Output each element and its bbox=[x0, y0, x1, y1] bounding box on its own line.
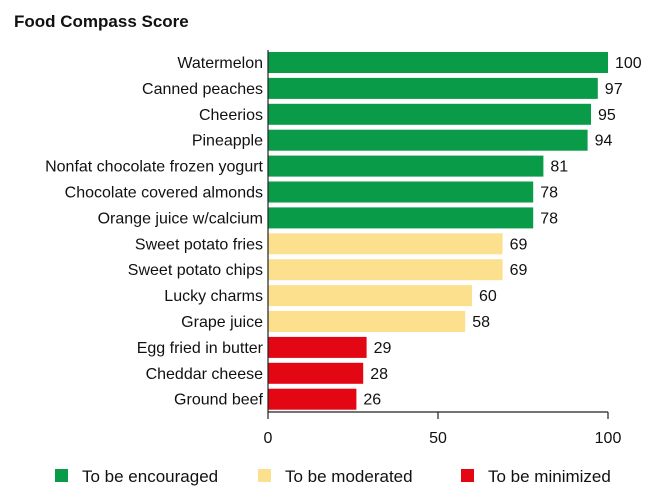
bars-layer: Watermelon 100 Canned peaches 97 Cheerios 95 P… bbox=[45, 52, 642, 410]
bar bbox=[268, 77, 598, 99]
x-ticks-layer: 0 50 100 bbox=[264, 412, 622, 447]
legend-label-encouraged: To be encouraged bbox=[82, 467, 218, 486]
bar bbox=[268, 129, 588, 151]
bar bbox=[268, 103, 591, 125]
category-label: Chocolate covered almonds bbox=[65, 185, 263, 202]
value-label: 97 bbox=[605, 81, 623, 98]
bar bbox=[268, 311, 466, 332]
category-label: Grape juice bbox=[181, 314, 263, 331]
bar bbox=[268, 233, 503, 255]
bar bbox=[268, 207, 534, 229]
category-label: Lucky charms bbox=[164, 288, 263, 305]
bar bbox=[268, 336, 367, 358]
value-label: 69 bbox=[510, 262, 528, 279]
category-label: Watermelon bbox=[177, 55, 263, 72]
bar bbox=[268, 362, 364, 384]
category-label: Orange juice w/calcium bbox=[98, 210, 263, 227]
legend-swatch-encouraged bbox=[55, 469, 68, 482]
bar bbox=[268, 155, 544, 177]
value-label: 58 bbox=[472, 314, 490, 331]
x-tick-label: 100 bbox=[595, 430, 622, 447]
bar bbox=[268, 259, 503, 281]
value-label: 81 bbox=[550, 159, 568, 176]
category-label: Sweet potato chips bbox=[128, 262, 263, 279]
bar bbox=[268, 388, 357, 410]
category-label: Canned peaches bbox=[142, 81, 263, 98]
value-label: 60 bbox=[479, 288, 497, 305]
value-label: 26 bbox=[363, 392, 381, 409]
x-tick-label: 50 bbox=[429, 430, 447, 447]
category-label: Nonfat chocolate frozen yogurt bbox=[45, 159, 263, 176]
value-label: 94 bbox=[595, 133, 613, 150]
value-label: 78 bbox=[540, 185, 558, 202]
category-label: Ground beef bbox=[174, 392, 264, 409]
value-label: 95 bbox=[598, 107, 616, 124]
value-label: 78 bbox=[540, 210, 558, 227]
category-label: Pineapple bbox=[192, 133, 263, 150]
legend: To be encouraged To be moderated To be min… bbox=[55, 467, 611, 486]
legend-swatch-minimized bbox=[461, 469, 474, 482]
chart-title: Food Compass Score bbox=[14, 12, 189, 31]
x-tick-label: 0 bbox=[264, 430, 273, 447]
value-label: 69 bbox=[510, 236, 528, 253]
bar bbox=[268, 181, 534, 203]
bar bbox=[268, 285, 472, 307]
legend-label-minimized: To be minimized bbox=[488, 467, 611, 486]
value-label: 100 bbox=[615, 55, 642, 72]
category-label: Cheddar cheese bbox=[146, 366, 264, 383]
legend-swatch-moderated bbox=[258, 469, 271, 482]
category-label: Egg fried in butter bbox=[137, 340, 264, 357]
value-label: 28 bbox=[370, 366, 388, 383]
legend-label-moderated: To be moderated bbox=[285, 467, 413, 486]
bar bbox=[268, 52, 608, 73]
category-label: Cheerios bbox=[199, 107, 263, 124]
category-label: Sweet potato fries bbox=[135, 236, 263, 253]
value-label: 29 bbox=[374, 340, 392, 357]
